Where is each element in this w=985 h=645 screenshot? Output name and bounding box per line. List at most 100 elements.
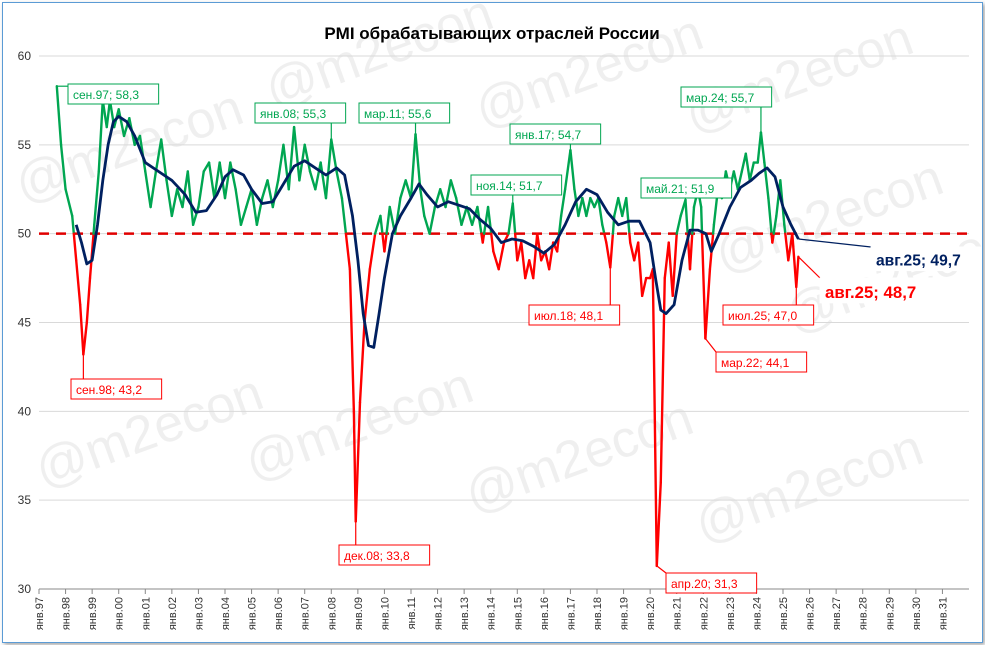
x-tick-label: янв.04	[220, 597, 232, 630]
pmi-monthly-segment	[82, 321, 89, 356]
pmi-monthly-segment	[577, 196, 584, 218]
y-tick-label: 45	[18, 316, 32, 330]
annotation-box	[528, 304, 621, 326]
pmi-monthly-segment	[520, 241, 527, 280]
x-tick-label: янв.13	[459, 597, 471, 630]
pmi-monthly-segment	[292, 125, 301, 182]
x-tick-label: янв.12	[433, 597, 445, 630]
pmi-monthly-segment	[628, 232, 632, 244]
pmi-monthly-segment	[175, 188, 184, 209]
pmi-monthly-segment	[409, 132, 417, 200]
x-tick-label: янв.05	[247, 597, 259, 630]
pmi-monthly-segment	[368, 232, 377, 271]
pmi-monthly-segment	[636, 241, 644, 298]
annotation-leader	[798, 238, 872, 248]
y-axis: 30 35 40 45 50 55 60	[18, 49, 32, 596]
annotation-label: янв.08; 55,3	[260, 107, 327, 121]
annotation-box	[640, 177, 733, 199]
pmi-monthly-segment	[609, 232, 615, 269]
pmi-monthly-segment	[759, 131, 766, 164]
pmi-monthly-segment	[795, 255, 800, 289]
x-tick-label: янв.20	[645, 597, 657, 630]
pmi-monthly-segment	[536, 232, 543, 262]
pmi-monthly-segment	[71, 214, 76, 235]
pmi-monthly-segment	[314, 161, 322, 191]
pmi-monthly-segment	[160, 138, 168, 182]
x-tick-label: янв.01	[140, 597, 152, 630]
pmi-monthly-segment	[675, 214, 682, 235]
x-tick-label: янв.19	[619, 597, 631, 630]
pmi-monthly-segment	[744, 152, 751, 182]
pmi-monthly-segment	[344, 232, 352, 271]
annotation-label: июл.25; 47,0	[728, 309, 797, 323]
annotation-label: мар.24; 55,7	[686, 91, 755, 105]
pmi-monthly-segment	[419, 188, 426, 218]
pmi-monthly-segment	[340, 196, 348, 235]
pmi-monthly-segment	[261, 179, 269, 200]
pmi-monthly-segment	[308, 170, 317, 191]
pmi-monthly-segment	[481, 232, 486, 244]
pmi-monthly-segment	[276, 143, 285, 182]
annotation-box	[819, 277, 944, 304]
pmi-monthly-segment	[358, 321, 366, 404]
annotation-layer: сен.97; 58,3 сен.98; 43,2 янв.08; 55,3 дек.…	[56, 83, 982, 594]
pmi-monthly-segment	[191, 205, 200, 226]
y-tick-label: 60	[18, 49, 32, 63]
pmi-monthly-segment	[559, 188, 567, 218]
y-tick-label: 35	[18, 493, 32, 507]
pmi-monthly-segment	[105, 99, 112, 129]
pmi-monthly-segment	[629, 241, 636, 262]
x-tick-label: янв.30	[911, 597, 923, 630]
pmi-monthly-segment	[671, 232, 678, 298]
annotation-label: авг.25; 49,7	[876, 253, 961, 270]
pmi-monthly-segment	[492, 250, 500, 271]
pmi-monthly-segment	[122, 116, 131, 138]
annotation-box	[680, 86, 773, 108]
y-tick-label: 40	[18, 404, 32, 418]
pmi-monthly-segment	[330, 138, 338, 173]
pmi-monthly-segment	[428, 205, 437, 235]
annotation-box	[470, 174, 563, 196]
pmi-monthly-segment	[704, 268, 712, 340]
pmi-monthly-segment	[92, 223, 96, 235]
annotation-leader	[656, 565, 667, 574]
pmi-monthly-segment	[335, 170, 344, 200]
pmi-monthly-segment	[373, 214, 382, 235]
pmi-monthly-segment	[170, 188, 179, 218]
pmi-monthly-segment	[85, 276, 92, 324]
pmi-monthly-segment	[699, 205, 704, 235]
annotation-box	[358, 102, 451, 124]
pmi-monthly-segment	[589, 196, 596, 209]
pmi-monthly-segment	[354, 401, 362, 523]
annotation-box	[870, 246, 982, 272]
pmi-monthly-segment	[303, 143, 312, 173]
pmi-monthly-segment	[732, 170, 740, 191]
pmi-monthly-segment	[748, 161, 755, 182]
pmi-monthly-segment	[59, 143, 67, 191]
pmi-monthly-segment	[563, 148, 572, 191]
x-tick-label: янв.14	[486, 597, 498, 630]
watermark-text: @m2econ	[687, 418, 930, 554]
x-tick-label: янв.15	[512, 597, 524, 630]
annotation-box	[338, 544, 431, 566]
pmi-monthly-segment	[149, 170, 158, 209]
pmi-monthly-segment	[348, 268, 356, 413]
watermark-text: @m2econ	[457, 388, 700, 524]
annotation-box	[665, 572, 758, 594]
pmi-monthly-segment	[557, 214, 563, 235]
x-tick-label: янв.21	[672, 597, 684, 630]
pmi-monthly-segment	[234, 188, 243, 226]
pmi-monthly-segment	[667, 241, 674, 298]
annotation-box	[509, 123, 602, 145]
y-tick-label: 50	[18, 227, 32, 241]
pmi-monthly-segment	[363, 268, 372, 324]
pmi-monthly-segment	[791, 232, 798, 289]
annotation-label: сен.98; 43,2	[76, 383, 142, 397]
x-tick-label: янв.03	[193, 597, 205, 630]
pmi-monthly-segment	[772, 214, 778, 235]
x-tick-label: янв.99	[87, 597, 99, 630]
pmi-monthly-segment	[223, 161, 232, 200]
annotation-label: сен.97; 58,3	[73, 88, 139, 102]
x-tick-label: янв.22	[698, 597, 710, 630]
x-tick-label: янв.07	[300, 597, 312, 630]
